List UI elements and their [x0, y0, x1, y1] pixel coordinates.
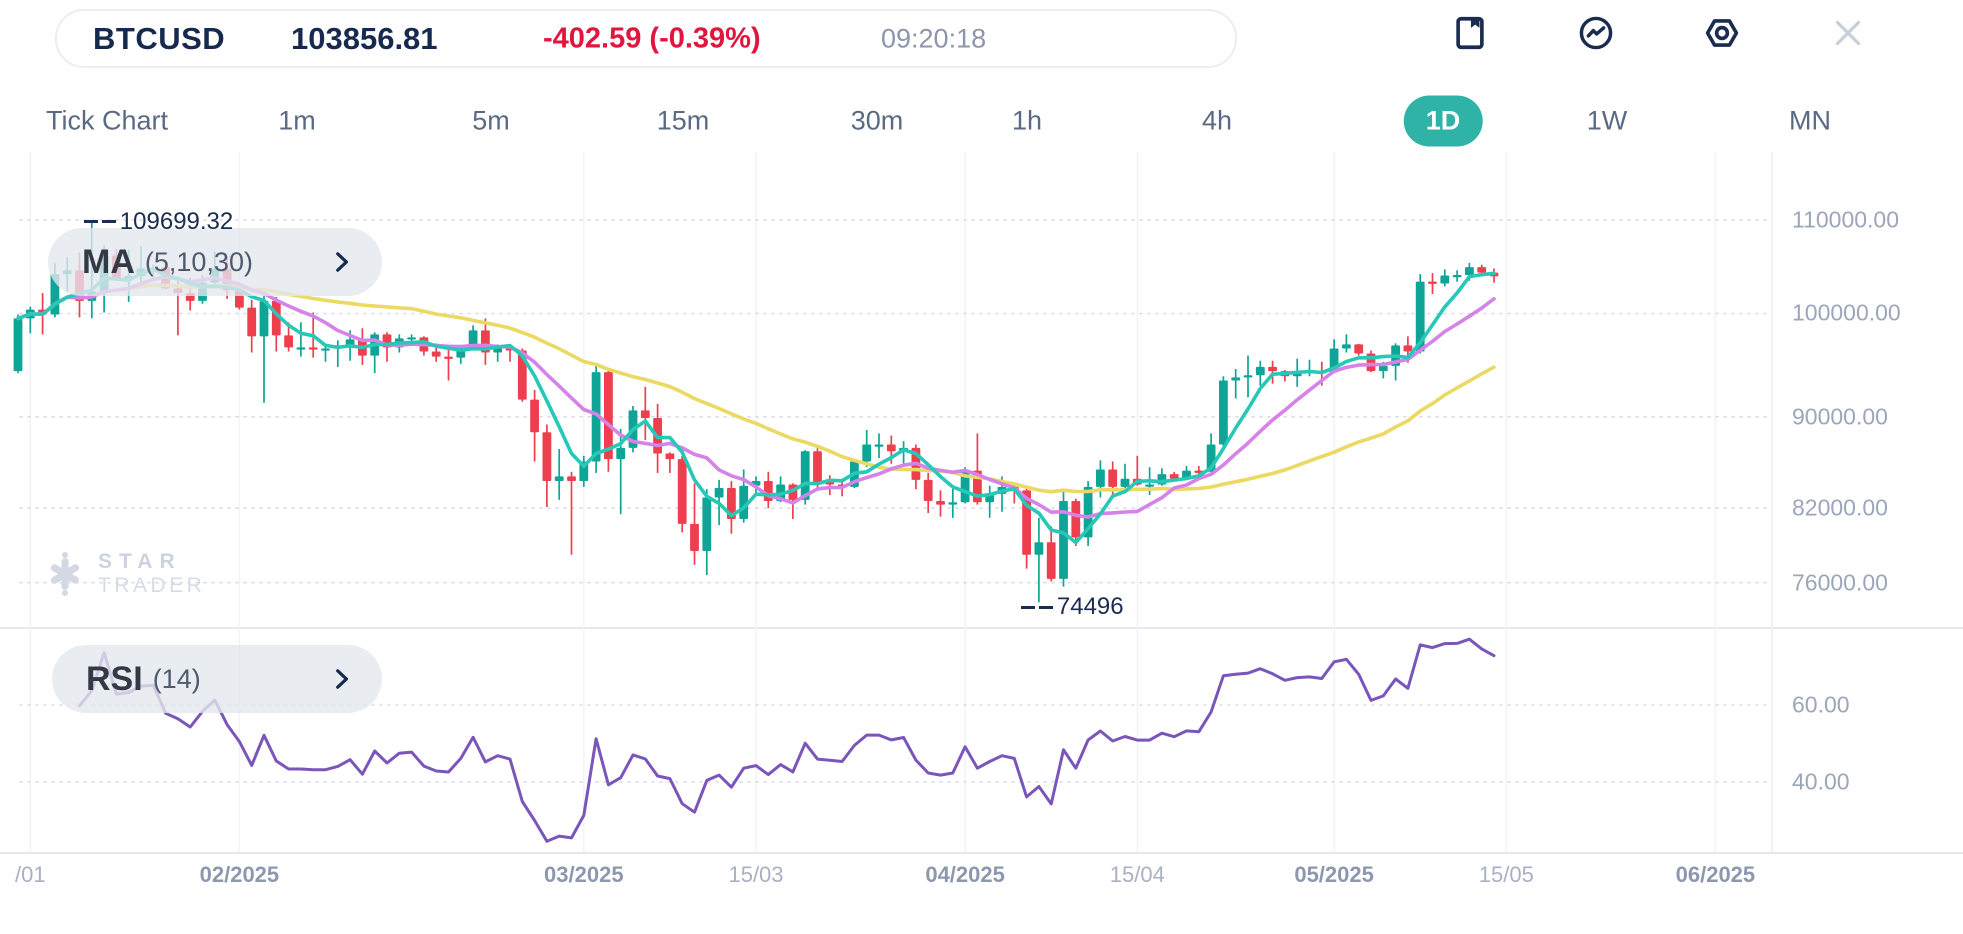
close-button[interactable]: [1828, 13, 1868, 53]
tab-1d[interactable]: 1D: [1403, 95, 1483, 147]
x-axis-label: 06/2025: [1675, 862, 1756, 887]
marker-dash: [1038, 606, 1053, 609]
symbol-name: BTCUSD: [93, 20, 226, 56]
x-axis-label: /01: [15, 862, 46, 887]
panel-divider: [0, 627, 1963, 629]
rsi-label: RSI: [86, 659, 143, 698]
indicator-button[interactable]: [1576, 13, 1616, 53]
pulse-chart-icon: [1579, 16, 1613, 50]
symbol-info-bar: BTCUSD 103856.81 -402.59 (-0.39%) 09:20:…: [55, 9, 1237, 68]
ma-indicator-pill[interactable]: MA (5,10,30): [48, 228, 382, 296]
watermark-line2: TRADER: [98, 574, 206, 597]
gear-icon: [1705, 19, 1739, 47]
last-price: 103856.81: [291, 20, 438, 56]
x-axis-label: 04/2025: [925, 862, 1005, 887]
bookmark-button[interactable]: [1450, 13, 1490, 53]
settings-button[interactable]: [1702, 13, 1742, 53]
x-axis-label: 03/2025: [544, 862, 624, 887]
y-axis-label: 100000.00: [1792, 299, 1901, 326]
x-axis-label: 15/04: [1109, 862, 1165, 887]
x-axis-label: 15/03: [728, 862, 784, 887]
tab-mn[interactable]: MN: [1789, 105, 1831, 136]
watermark: STAR TRADER: [46, 550, 205, 598]
tab-1w[interactable]: 1W: [1586, 105, 1628, 136]
y-axis-label: 110000.00: [1792, 206, 1900, 233]
watermark-line1: STAR: [98, 550, 182, 573]
marker-dash: [101, 220, 116, 223]
marker-dash: [1020, 606, 1035, 609]
y-axis-label: 60.00: [1792, 691, 1850, 718]
tab-1m[interactable]: 1m: [278, 105, 316, 136]
bookmark-icon: [1456, 16, 1484, 50]
close-icon: [1835, 20, 1861, 46]
tab-4h[interactable]: 4h: [1201, 105, 1233, 136]
y-axis-label: 76000.00: [1792, 569, 1888, 596]
tab-5m[interactable]: 5m: [472, 105, 510, 136]
high-price-value: 109699.32: [119, 207, 234, 235]
ma-params: (5,10,30): [144, 246, 253, 277]
x-axis-label: 05/2025: [1294, 862, 1374, 887]
y-axis-label: 90000.00: [1792, 403, 1888, 430]
price-change: -402.59 (-0.39%): [543, 22, 761, 54]
server-time: 09:20:18: [881, 23, 987, 53]
chevron-right-icon: [336, 252, 349, 272]
panel-divider: [0, 852, 1963, 854]
rsi-params: (14): [152, 663, 201, 694]
rsi-indicator-pill[interactable]: RSI (14): [52, 645, 382, 713]
ma-label: MA: [82, 242, 135, 281]
tab-tick-chart[interactable]: Tick Chart: [45, 105, 169, 136]
tab-15m[interactable]: 15m: [656, 105, 710, 136]
marker-dash: [83, 220, 98, 223]
tab-1h[interactable]: 1h: [1011, 105, 1043, 136]
high-price-marker: 109699.32: [83, 207, 234, 236]
header-toolbar: [1450, 13, 1868, 53]
x-axis-label: 02/2025: [199, 862, 280, 887]
star-logo-icon: [50, 551, 80, 597]
chevron-right-icon: [336, 669, 349, 689]
low-price-marker: 74496: [1020, 593, 1124, 621]
y-axis-label: 40.00: [1792, 768, 1850, 795]
x-axis-label: 15/05: [1478, 862, 1534, 887]
low-price-value: 74496: [1056, 593, 1124, 621]
tab-30m[interactable]: 30m: [850, 105, 904, 136]
y-axis-label: 82000.00: [1792, 494, 1888, 521]
timeframe-bar: Tick Chart 1m 5m 15m 30m 1h 4h 1D 1W MN: [0, 92, 1963, 150]
